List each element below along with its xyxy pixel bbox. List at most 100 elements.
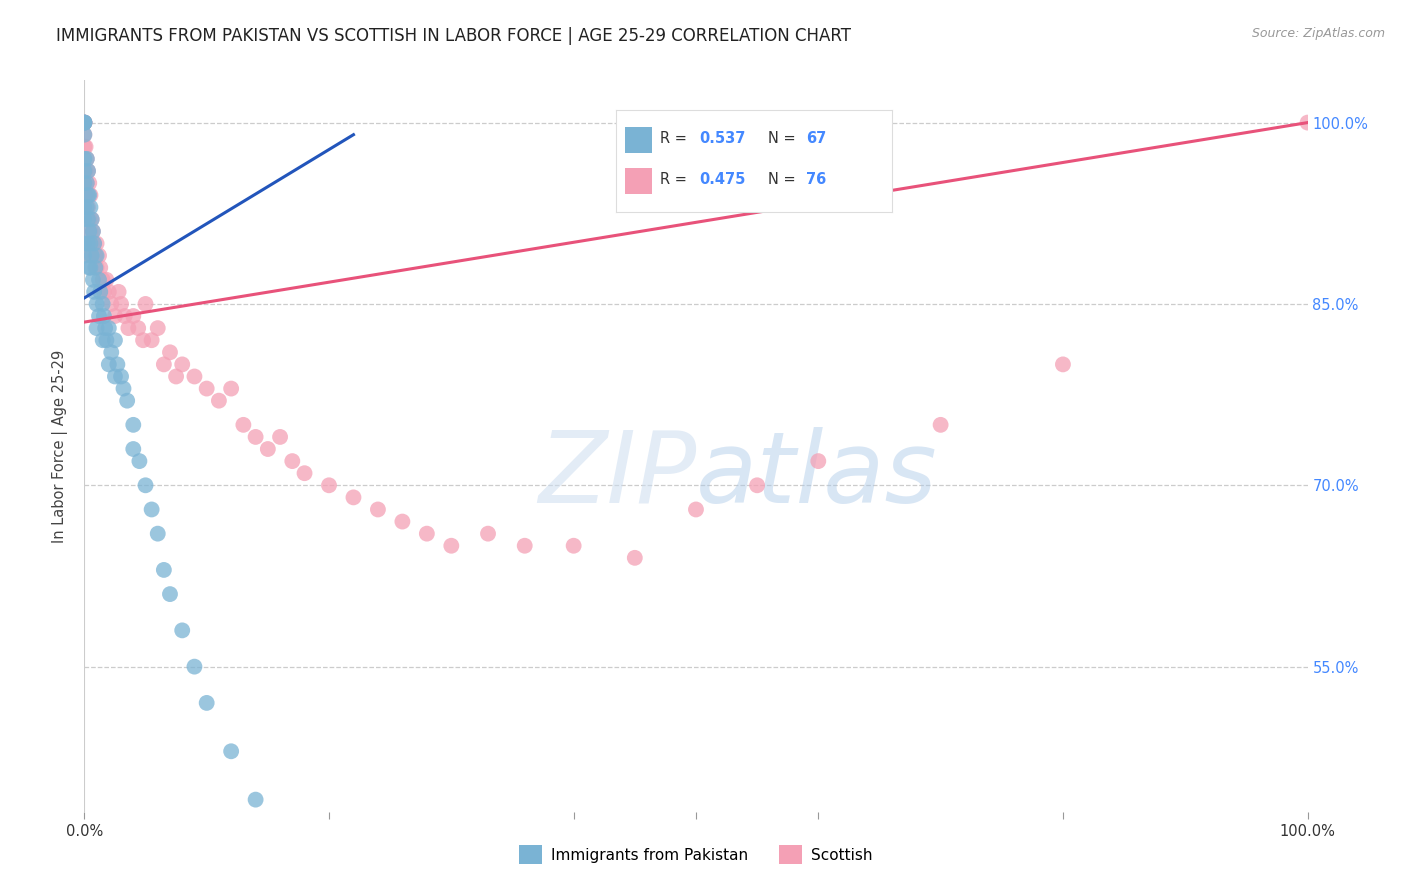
- Point: [195, 696, 218, 710]
- Point: [80, 249, 103, 263]
- Point: [77, 200, 100, 214]
- Point: [73, 115, 96, 129]
- Text: atlas: atlas: [696, 426, 938, 524]
- Text: Source: ZipAtlas.com: Source: ZipAtlas.com: [1251, 27, 1385, 40]
- Point: [562, 539, 585, 553]
- Point: [219, 744, 242, 758]
- Point: [76, 152, 98, 166]
- Point: [105, 358, 128, 372]
- Point: [73, 115, 96, 129]
- Point: [165, 369, 187, 384]
- Point: [73, 236, 96, 251]
- Point: [624, 550, 647, 565]
- Legend: Immigrants from Pakistan, Scottish: Immigrants from Pakistan, Scottish: [513, 839, 879, 870]
- Point: [73, 115, 96, 129]
- Point: [367, 502, 389, 516]
- Point: [183, 369, 205, 384]
- Point: [73, 140, 96, 154]
- Point: [100, 345, 122, 359]
- Point: [84, 260, 107, 275]
- Point: [77, 212, 100, 227]
- Point: [73, 212, 96, 227]
- Point: [73, 200, 96, 214]
- Point: [91, 333, 114, 347]
- Point: [110, 369, 132, 384]
- Point: [929, 417, 952, 432]
- Point: [86, 249, 108, 263]
- Point: [195, 382, 218, 396]
- Point: [84, 249, 107, 263]
- Point: [82, 224, 104, 238]
- Point: [391, 515, 413, 529]
- Point: [73, 115, 96, 129]
- Point: [73, 128, 96, 142]
- Point: [82, 273, 104, 287]
- Point: [107, 285, 129, 299]
- Point: [73, 152, 96, 166]
- Point: [110, 297, 132, 311]
- Point: [132, 333, 155, 347]
- Point: [86, 321, 108, 335]
- Point: [79, 260, 101, 275]
- Point: [73, 249, 96, 263]
- Point: [93, 285, 115, 299]
- Point: [172, 624, 194, 638]
- Point: [294, 466, 316, 480]
- Point: [117, 321, 139, 335]
- Point: [122, 309, 145, 323]
- Point: [77, 236, 100, 251]
- Point: [93, 309, 115, 323]
- Point: [76, 152, 98, 166]
- Point: [73, 200, 96, 214]
- Point: [73, 176, 96, 190]
- Point: [269, 430, 291, 444]
- Point: [97, 358, 120, 372]
- Point: [219, 382, 242, 396]
- Point: [86, 260, 108, 275]
- Point: [79, 236, 101, 251]
- Point: [115, 393, 138, 408]
- Point: [183, 659, 205, 673]
- Point: [82, 224, 104, 238]
- Point: [146, 526, 169, 541]
- Point: [104, 309, 127, 323]
- Point: [153, 563, 176, 577]
- Point: [513, 539, 536, 553]
- Point: [75, 188, 97, 202]
- Point: [73, 115, 96, 129]
- Point: [342, 491, 364, 505]
- Point: [86, 297, 108, 311]
- Point: [172, 358, 194, 372]
- Point: [83, 285, 105, 299]
- Point: [79, 188, 101, 202]
- Point: [100, 297, 122, 311]
- Point: [141, 502, 163, 516]
- Point: [73, 128, 96, 142]
- Point: [245, 792, 267, 806]
- Point: [257, 442, 280, 456]
- Point: [96, 333, 118, 347]
- Point: [77, 260, 100, 275]
- Point: [685, 502, 707, 516]
- Point: [79, 249, 101, 263]
- Point: [75, 164, 97, 178]
- Point: [77, 212, 100, 227]
- Point: [94, 321, 117, 335]
- Point: [73, 115, 96, 129]
- Point: [146, 321, 169, 335]
- Point: [86, 236, 108, 251]
- Point: [477, 526, 499, 541]
- Point: [77, 164, 100, 178]
- Point: [97, 321, 120, 335]
- Text: IMMIGRANTS FROM PAKISTAN VS SCOTTISH IN LABOR FORCE | AGE 25-29 CORRELATION CHAR: IMMIGRANTS FROM PAKISTAN VS SCOTTISH IN …: [56, 27, 851, 45]
- Point: [96, 273, 118, 287]
- Point: [747, 478, 769, 492]
- Point: [73, 164, 96, 178]
- Point: [153, 358, 176, 372]
- Point: [80, 212, 103, 227]
- Point: [440, 539, 463, 553]
- Point: [89, 260, 111, 275]
- Point: [73, 115, 96, 129]
- Point: [208, 393, 231, 408]
- Point: [91, 297, 114, 311]
